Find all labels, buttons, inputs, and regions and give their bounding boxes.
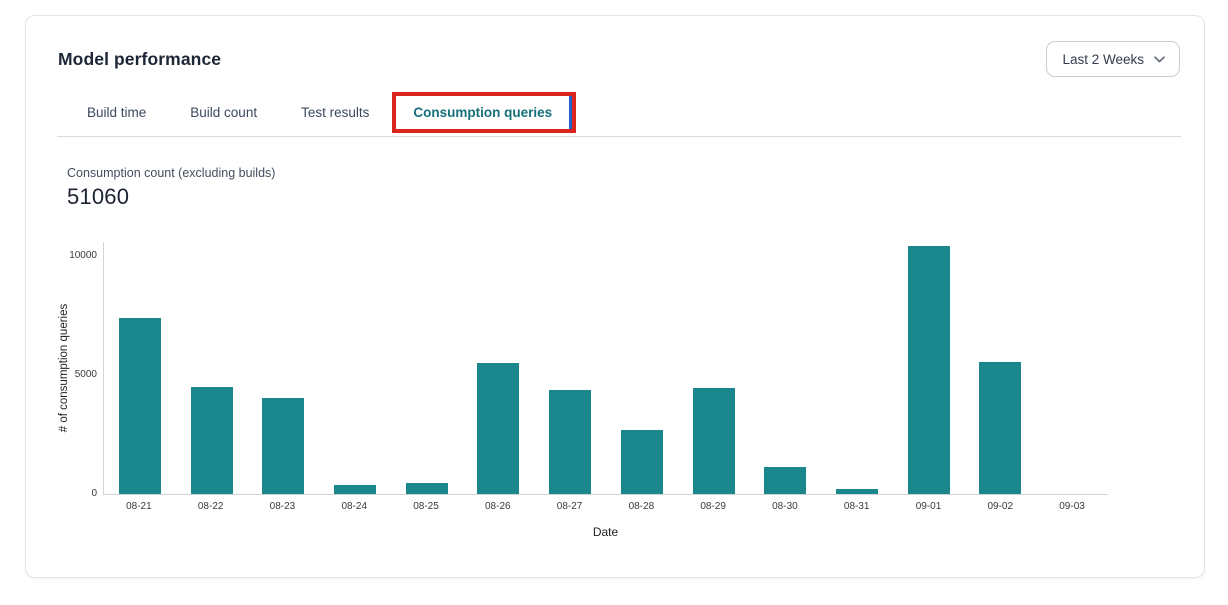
x-tick-label: 08-24: [341, 501, 368, 512]
bar-slot: [965, 362, 1037, 494]
x-tick-label: 08-29: [700, 501, 726, 512]
bar-slot: [821, 489, 893, 494]
bar-slot: [534, 390, 606, 494]
consumption-bar-chart: # of consumption queries 0 5000 10000 08-2…: [26, 242, 1204, 542]
x-tick-label: 09-01: [915, 501, 942, 512]
bar-slot: [104, 318, 176, 494]
tab-build-time[interactable]: Build time: [87, 105, 147, 120]
date-range-dropdown[interactable]: Last 2 Weeks: [1046, 41, 1180, 77]
model-performance-card: Model performance Last 2 Weeks Build tim…: [25, 15, 1205, 578]
x-tick-label: 08-26: [485, 501, 511, 512]
chevron-down-icon: [1154, 56, 1165, 63]
metric-value: 51060: [67, 184, 130, 209]
chart-bar-08-21[interactable]: [118, 318, 161, 494]
chart-bar-08-22[interactable]: [190, 387, 233, 494]
x-tick-label: 08-28: [628, 501, 655, 512]
chart-bar-08-29[interactable]: [692, 388, 735, 494]
bar-slot: [247, 398, 319, 494]
chart-bar-09-01[interactable]: [907, 246, 950, 494]
plot-area: 0 5000 10000: [69, 242, 1108, 499]
tab-build-count[interactable]: Build count: [190, 105, 258, 120]
y-tick-label: 5000: [74, 369, 97, 380]
bar-slot: [319, 485, 391, 494]
chart-bar-09-02[interactable]: [979, 362, 1022, 494]
bars-container: [104, 242, 1108, 494]
chart-bar-08-24[interactable]: [334, 485, 377, 494]
bar-slot: [391, 483, 463, 494]
y-tick-label: 0: [91, 488, 97, 499]
page-title: Model performance: [58, 48, 222, 69]
chart-bar-08-23[interactable]: [262, 398, 305, 494]
x-tick-label: 08-22: [197, 501, 224, 512]
date-range-value: Last 2 Weeks: [1062, 51, 1144, 67]
x-tick-label: 08-31: [843, 501, 870, 512]
chart-bar-08-28[interactable]: [620, 430, 663, 494]
chart-bar-08-31[interactable]: [836, 489, 879, 494]
chart-bar-08-27[interactable]: [549, 390, 592, 494]
x-tick-label: 08-21: [126, 501, 152, 512]
x-tick-label: 09-02: [987, 501, 1014, 512]
y-axis-title: # of consumption queries: [58, 303, 70, 433]
y-tick-label: 10000: [69, 250, 97, 261]
bar-slot: [463, 363, 535, 494]
x-axis-title: Date: [592, 525, 619, 539]
bar-slot: [176, 387, 248, 494]
metric-label: Consumption count (excluding builds): [67, 166, 276, 180]
x-tick-label: 08-25: [413, 501, 439, 512]
tab-consumption-queries[interactable]: Consumption queries: [392, 92, 577, 136]
bar-slot: [749, 467, 821, 494]
metric-block: Consumption count (excluding builds) 510…: [26, 137, 1204, 210]
bar-slot: [606, 430, 678, 494]
x-tick-label: 09-03: [1059, 501, 1085, 512]
bar-slot: [893, 246, 965, 494]
chart-bar-08-26[interactable]: [477, 363, 520, 494]
x-tick-label: 08-23: [269, 501, 296, 512]
card-header: Model performance Last 2 Weeks: [26, 16, 1204, 78]
tab-test-results[interactable]: Test results: [301, 105, 370, 120]
x-tick-label: 08-30: [772, 501, 798, 512]
tab-bar: Build time Build count Test results Cons…: [57, 92, 1181, 137]
chart-bar-08-25[interactable]: [405, 483, 448, 494]
bar-slot: [678, 388, 750, 494]
x-tick-label: 08-27: [556, 501, 583, 512]
chart-bar-08-30[interactable]: [764, 467, 807, 494]
x-axis-labels: 08-21 08-22 08-23 08-24 08-25 08-26 08-27 08-28…: [103, 501, 1108, 512]
tab-consumption-queries-label: Consumption queries: [413, 105, 553, 120]
